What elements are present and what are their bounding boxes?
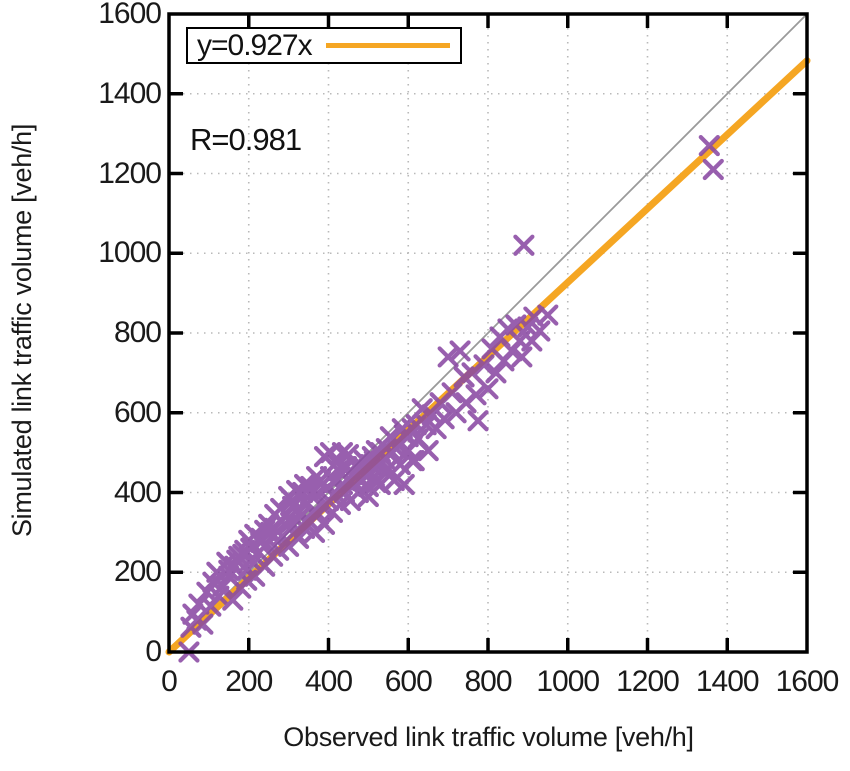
x-tick-label: 1000 [536,665,600,698]
x-tick-label: 1400 [695,665,760,698]
x-tick-label: 800 [464,665,512,698]
x-tick-label: 400 [304,665,353,698]
scatter-points [178,134,724,663]
x-tick-label: 1200 [616,665,680,698]
x-tick-label: 600 [384,665,433,698]
y-tick-label: 600 [113,395,162,429]
legend-label-fit: y=0.927x [197,28,313,62]
x-tick-label: 0 [161,665,178,698]
y-tick-label: 1600 [98,0,162,30]
y-axis-tick-labels: 0 200 400 600 800 1000 1200 1400 1600 [46,0,162,771]
y-tick-label: 1200 [98,156,162,190]
legend: y=0.927x [186,27,462,64]
y-tick-label: 1000 [98,236,162,270]
y-tick-label: 1400 [98,76,162,110]
y-tick-label: 800 [113,316,162,349]
x-tick-label: 1600 [775,665,840,698]
legend-swatch-fit-line [325,43,450,48]
x-axis-label: Observed link traffic volume [veh/h] [283,722,694,752]
correlation-annotation: R=0.981 [190,122,302,157]
tick-marks [169,14,807,652]
y-tick-label: 400 [113,475,162,509]
x-tick-label: 200 [225,665,273,698]
y-tick-label: 0 [145,635,162,668]
y-tick-label: 200 [113,555,162,589]
